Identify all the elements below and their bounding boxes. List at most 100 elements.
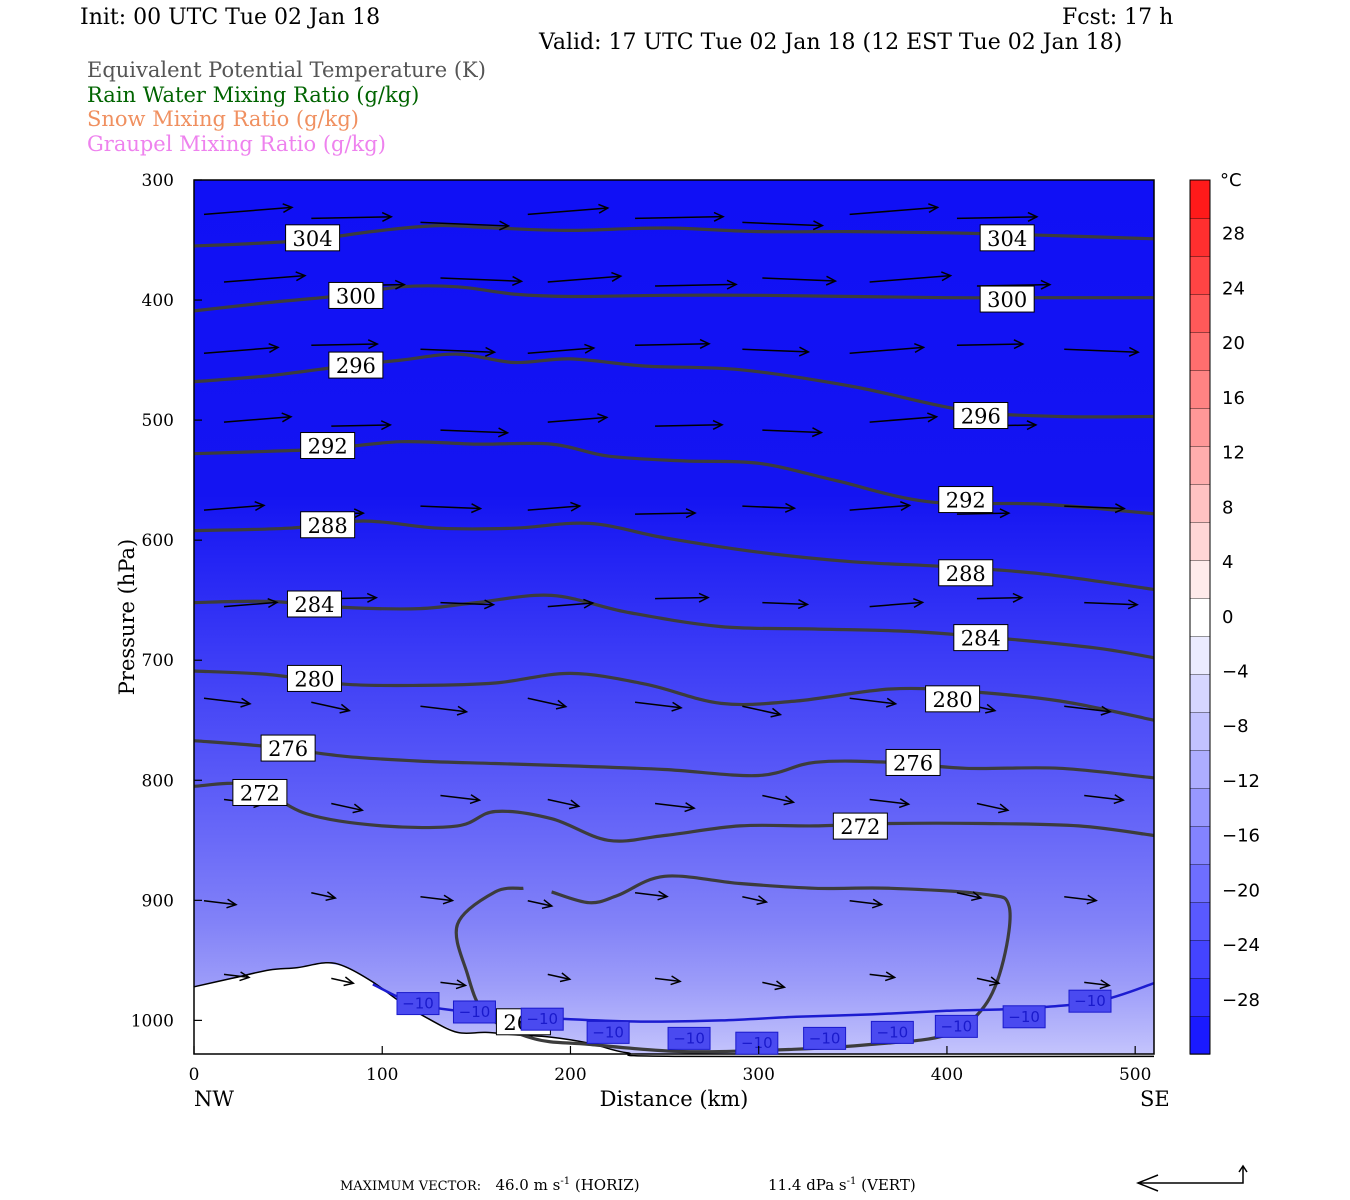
wind-vector (203, 501, 266, 512)
wind-vector (547, 798, 581, 810)
wind-vector (1064, 705, 1112, 716)
wind-vector (869, 271, 953, 283)
theta-e-label-272: 272 (232, 778, 288, 806)
x-tick-label: 500 (1119, 1065, 1151, 1085)
colorbar-swatch (1189, 635, 1211, 675)
colorbar-swatch (1189, 521, 1211, 561)
wind-vector (440, 275, 524, 286)
colorbar-label: −8 (1222, 716, 1249, 737)
colorbar-swatch (1189, 939, 1211, 979)
x-end-label-left: NW (194, 1087, 234, 1111)
isotherm-label: −10 (396, 992, 440, 1016)
max-vert-tag: (VERT) (861, 1176, 916, 1194)
wind-vector (849, 501, 912, 512)
svg-text:−10: −10 (402, 995, 434, 1013)
isotherm-label: −10 (520, 1007, 564, 1031)
max-horiz-tag: (HORIZ) (574, 1176, 640, 1194)
y-tick-label: 300 (142, 171, 174, 191)
theta-e-label-280: 280 (925, 685, 981, 713)
max-horiz-value: 46.0 (495, 1176, 529, 1194)
isotherm-label: −10 (586, 1020, 630, 1044)
forecast-hour: Fcst: 17 h (1062, 5, 1174, 30)
colorbar-swatch (1189, 559, 1211, 599)
wind-vector (203, 697, 252, 708)
colorbar-swatch (1189, 407, 1211, 447)
colorbar-swatch (1189, 977, 1211, 1017)
theta-e-label-300: 300 (979, 285, 1035, 313)
wind-vector (742, 220, 825, 231)
wind-vector (762, 599, 810, 610)
wind-vector (956, 339, 1025, 350)
isotherm-label: −10 (934, 1014, 978, 1038)
colorbar-label: −16 (1222, 826, 1260, 847)
plot-border (193, 179, 1155, 1055)
theta-e-label-288: 288 (300, 511, 356, 539)
y-tick-label: 700 (142, 651, 174, 671)
x-tick-label: 400 (931, 1065, 963, 1085)
theta-e-label-288: 288 (938, 559, 994, 587)
wind-vector (420, 705, 469, 716)
wind-vector (203, 898, 238, 909)
svg-text:292: 292 (946, 489, 986, 513)
wind-vector (869, 598, 925, 609)
colorbar-label: 8 (1222, 497, 1233, 518)
max-vert-exp: -1 (846, 1176, 857, 1187)
wind-vector (331, 420, 393, 431)
colorbar-swatch (1189, 901, 1211, 941)
wind-vector (849, 898, 884, 909)
wind-vector (976, 976, 1001, 987)
svg-text:272: 272 (840, 815, 880, 839)
wind-vector (635, 508, 697, 519)
wind-vector (976, 592, 1024, 603)
temperature-fill (194, 180, 1154, 1054)
wind-vector (1064, 503, 1126, 514)
theta-e-label-304: 304 (979, 224, 1035, 252)
x-tick-label: 300 (742, 1065, 774, 1085)
wind-vector (440, 599, 496, 610)
contour-labels: 304 304 300 300 296 296 292 292 288 288 284 284 280 2… (232, 224, 1112, 1055)
max-horiz-exp: -1 (560, 1176, 571, 1187)
colorbar-label: −12 (1222, 771, 1260, 792)
reference-vector (1135, 1164, 1248, 1192)
colorbar-label: 16 (1222, 388, 1245, 409)
wind-vector (976, 802, 1010, 814)
svg-text:296: 296 (961, 405, 1001, 429)
wind-vector (527, 343, 596, 355)
wind-vector (311, 211, 394, 222)
svg-text:296: 296 (336, 354, 376, 378)
svg-text:−10: −10 (592, 1023, 624, 1041)
wind-vector (869, 798, 911, 809)
svg-text:288: 288 (946, 562, 986, 586)
colorbar-swatch (1189, 369, 1211, 409)
colorbar-swatch (1189, 1015, 1211, 1055)
wind-vector (420, 346, 497, 357)
max-horiz-unit: m s (533, 1176, 561, 1194)
wind-vector (527, 899, 554, 910)
wind-vector (742, 895, 769, 906)
wind-vector (869, 971, 897, 982)
colorbar-border (1189, 179, 1211, 1055)
reference-vector-horiz-head (1135, 1174, 1159, 1192)
wind-vector (634, 890, 669, 901)
colorbar-label: 4 (1222, 552, 1233, 573)
isotherm-label: −10 (870, 1020, 914, 1044)
svg-text:−10: −10 (526, 1010, 558, 1028)
theta-e-label-300: 300 (328, 281, 384, 309)
theta-e-label-276: 276 (260, 734, 316, 762)
wind-vector (956, 508, 1011, 519)
wind-vector (440, 427, 510, 438)
theta-e-label-276: 276 (885, 748, 941, 776)
isotherm-label: −10 (735, 1031, 779, 1055)
theta-e-label-292: 292 (938, 486, 994, 514)
wind-vector (311, 701, 351, 714)
wind-vector (635, 211, 725, 222)
max-vector-note: MAXIMUM VECTOR: 46.0 m s-1 (HORIZ) (340, 1176, 640, 1194)
colorbar-swatch (1189, 825, 1211, 865)
y-tick-label: 800 (142, 771, 174, 791)
colorbar-label: −20 (1222, 880, 1260, 901)
wind-vector (849, 203, 940, 216)
wind-vector (742, 502, 797, 513)
colorbar-label: −28 (1222, 990, 1260, 1011)
svg-text:−10: −10 (877, 1023, 909, 1041)
wind-vector (655, 419, 724, 430)
